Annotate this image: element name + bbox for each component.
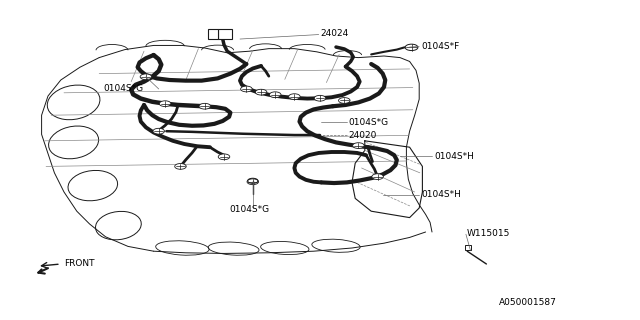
- Circle shape: [199, 103, 211, 109]
- Bar: [218, 29, 232, 39]
- Circle shape: [269, 92, 281, 98]
- Text: 24020: 24020: [349, 131, 377, 140]
- Text: 0104S*G: 0104S*G: [349, 118, 389, 127]
- Circle shape: [372, 174, 383, 180]
- Text: FRONT: FRONT: [64, 260, 95, 268]
- Circle shape: [339, 98, 350, 103]
- Circle shape: [314, 95, 326, 101]
- Circle shape: [353, 143, 364, 148]
- Text: 0104S*F: 0104S*F: [421, 42, 460, 51]
- Text: 0104S*H: 0104S*H: [421, 190, 461, 199]
- Bar: [208, 29, 218, 39]
- Circle shape: [289, 94, 300, 100]
- Text: 0104S*H: 0104S*H: [434, 152, 474, 161]
- Circle shape: [159, 101, 171, 107]
- Circle shape: [175, 164, 186, 169]
- Text: 0104S*G: 0104S*G: [229, 205, 269, 214]
- Circle shape: [255, 89, 267, 95]
- Circle shape: [247, 179, 259, 185]
- Circle shape: [153, 128, 164, 134]
- Text: W115015: W115015: [467, 229, 511, 238]
- Text: 0104S*G: 0104S*G: [104, 84, 144, 93]
- Circle shape: [218, 154, 230, 160]
- Text: A050001587: A050001587: [499, 298, 557, 307]
- Circle shape: [140, 74, 152, 80]
- Bar: [465, 245, 471, 250]
- Text: 24024: 24024: [320, 29, 348, 38]
- Circle shape: [241, 86, 252, 92]
